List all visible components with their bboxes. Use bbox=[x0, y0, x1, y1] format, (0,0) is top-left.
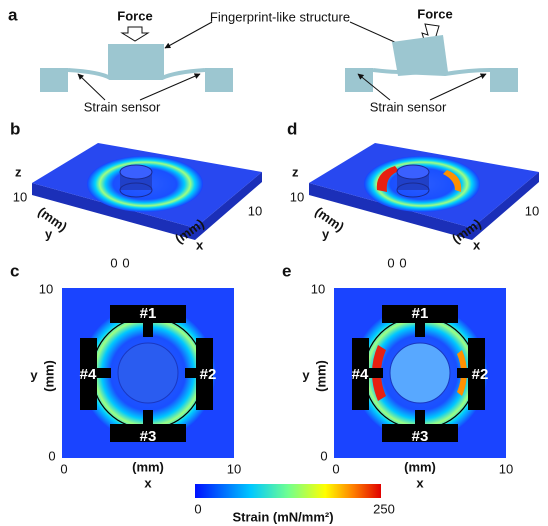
sensor-label: Strain sensor bbox=[370, 99, 447, 114]
axis-label: y bbox=[30, 367, 38, 382]
colorbar-max: 250 bbox=[373, 501, 395, 516]
sensor-pad bbox=[415, 323, 425, 337]
sensor-label: #4 bbox=[80, 366, 97, 383]
sensor-label: #2 bbox=[200, 366, 217, 383]
sensor-pad bbox=[97, 368, 111, 378]
panel-label: b bbox=[10, 119, 20, 138]
tick-label: 10 bbox=[248, 203, 262, 218]
axis-unit: (mm) bbox=[312, 204, 347, 235]
colorbar-min: 0 bbox=[194, 501, 201, 516]
tick-label: 10 bbox=[499, 461, 513, 476]
axis-unit: (mm) bbox=[41, 360, 56, 392]
sensor-label: #3 bbox=[412, 428, 429, 445]
panel-a: a Fingerprint-like structure Force Strai… bbox=[8, 5, 518, 114]
figure: a Fingerprint-like structure Force Strai… bbox=[0, 0, 548, 526]
sensor-label: #4 bbox=[352, 366, 369, 383]
sensor-pad bbox=[143, 410, 153, 424]
tick-label: 0 bbox=[332, 461, 339, 476]
tick-label: 0 bbox=[320, 448, 327, 463]
post bbox=[390, 343, 450, 403]
axis-label: y bbox=[322, 226, 330, 241]
sensor-label: #1 bbox=[140, 305, 157, 322]
annotation: Fingerprint-like structure bbox=[210, 9, 350, 24]
tick-label: 0 bbox=[122, 255, 129, 270]
tick-label: 0 bbox=[48, 448, 55, 463]
panel-label: d bbox=[287, 119, 297, 138]
colorbar-label: Strain (mN/mm²) bbox=[232, 509, 333, 524]
axis-label: y bbox=[45, 226, 53, 241]
tick-label: 10 bbox=[311, 281, 325, 296]
axis-unit: (mm) bbox=[404, 459, 436, 474]
force-label: Force bbox=[417, 6, 452, 21]
post bbox=[118, 343, 178, 403]
sensor-pad bbox=[185, 368, 196, 378]
sensor-pad bbox=[457, 368, 468, 378]
axis-unit: (mm) bbox=[313, 360, 328, 392]
force-label: Force bbox=[117, 8, 152, 23]
tick-label: 10 bbox=[525, 203, 539, 218]
sensor-pad bbox=[369, 368, 383, 378]
axis-label: z bbox=[292, 164, 299, 179]
axis-label: z bbox=[15, 164, 22, 179]
axis-label: x bbox=[473, 237, 481, 252]
sensor-pad bbox=[415, 410, 425, 424]
colorbar: 0 250 Strain (mN/mm²) bbox=[194, 484, 394, 524]
panel-label: c bbox=[10, 261, 19, 280]
tick-label: 10 bbox=[227, 461, 241, 476]
tick-label: 10 bbox=[290, 189, 304, 204]
tick-label: 0 bbox=[387, 255, 394, 270]
cylinder-top bbox=[120, 165, 152, 179]
sensor-label: Strain sensor bbox=[84, 99, 161, 114]
tick-label: 10 bbox=[39, 281, 53, 296]
sensor-label: #1 bbox=[412, 305, 429, 322]
axis-label: x bbox=[416, 475, 424, 490]
tick-label: 10 bbox=[13, 189, 27, 204]
tick-label: 0 bbox=[60, 461, 67, 476]
panel-label: e bbox=[282, 261, 291, 280]
tick-label: 0 bbox=[399, 255, 406, 270]
sensor-label: #2 bbox=[472, 366, 489, 383]
axis-unit: (mm) bbox=[35, 204, 70, 235]
sensor-label: #3 bbox=[140, 428, 157, 445]
axis-label: x bbox=[196, 237, 204, 252]
sensor-pad bbox=[143, 323, 153, 337]
axis-unit: (mm) bbox=[132, 459, 164, 474]
tick-label: 0 bbox=[110, 255, 117, 270]
axis-label: x bbox=[144, 475, 152, 490]
cylinder-top bbox=[397, 165, 429, 179]
axis-label: y bbox=[302, 367, 310, 382]
colorbar-gradient bbox=[195, 484, 381, 498]
panel-label: a bbox=[8, 5, 18, 24]
